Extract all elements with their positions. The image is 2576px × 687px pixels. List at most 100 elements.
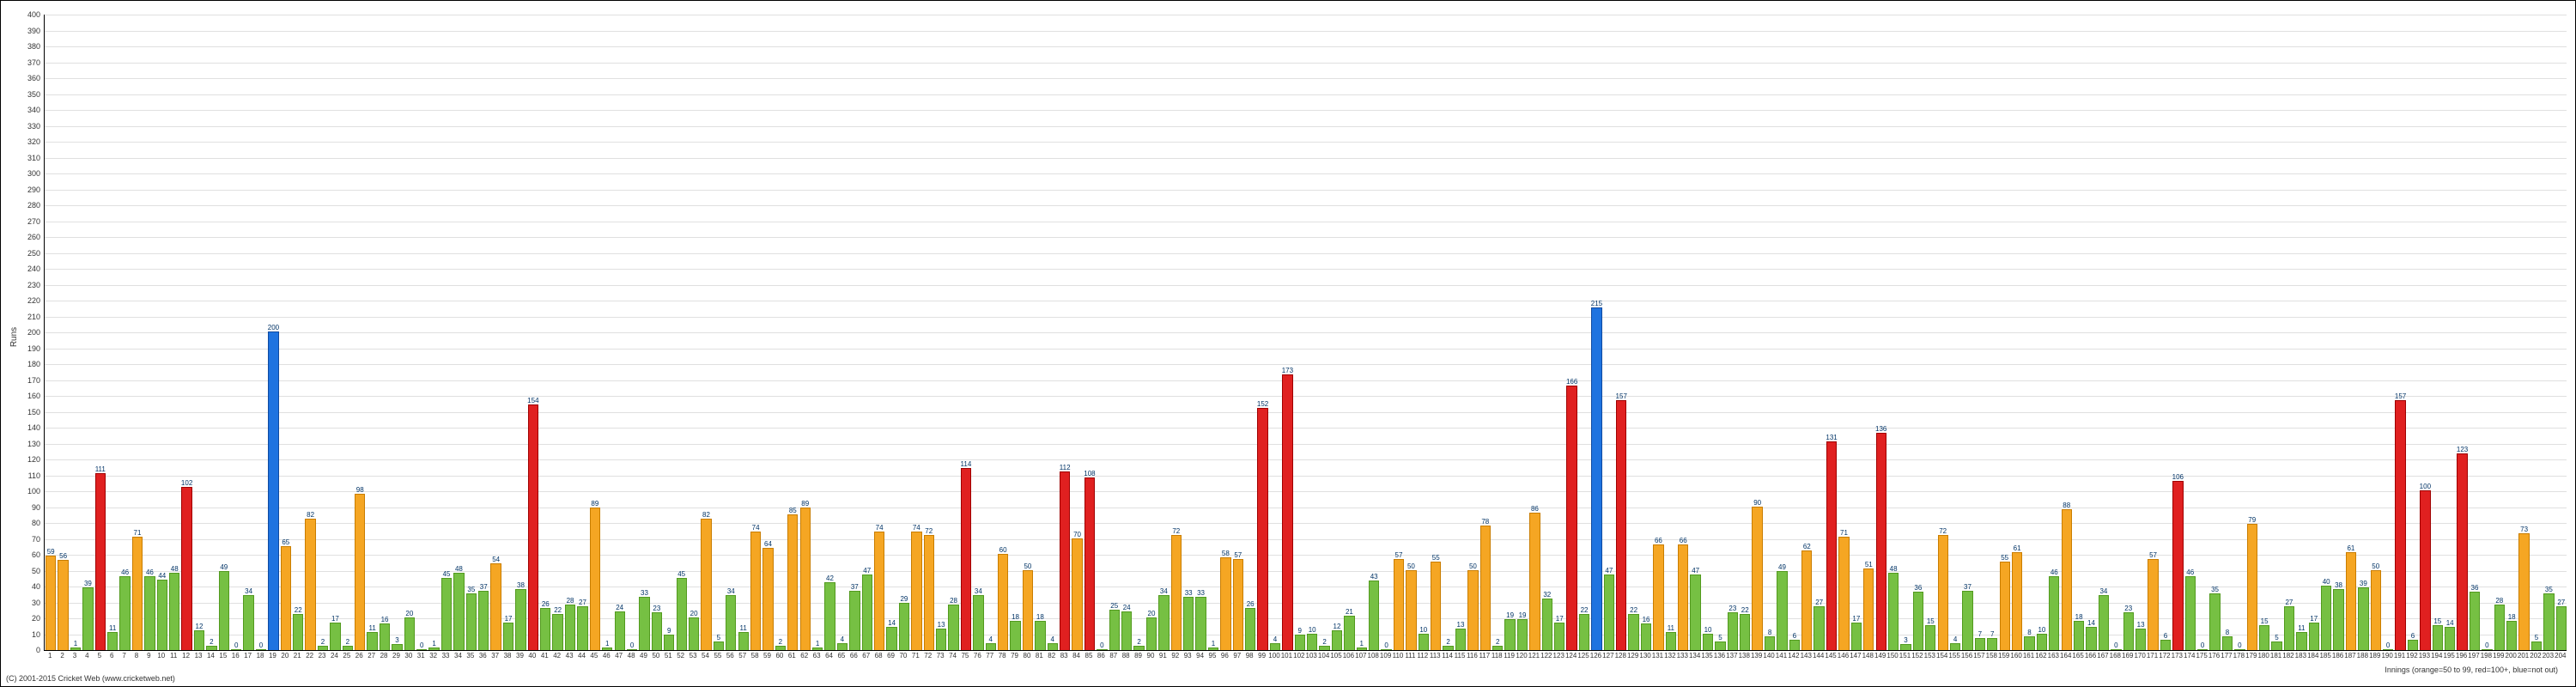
gridline bbox=[44, 285, 2567, 286]
xtick-label: 152 bbox=[1911, 652, 1923, 660]
xtick-label: 83 bbox=[1060, 652, 1068, 660]
bar: 17 bbox=[503, 623, 513, 650]
xtick-label: 13 bbox=[195, 652, 203, 660]
ytick-label: 120 bbox=[27, 455, 40, 464]
bar-value-label: 35 bbox=[2211, 586, 2219, 593]
bar-value-label: 11 bbox=[740, 624, 747, 632]
bar: 65 bbox=[281, 546, 291, 650]
bar: 72 bbox=[1938, 535, 1948, 650]
bar-value-label: 3 bbox=[1904, 636, 1907, 644]
xtick-label: 120 bbox=[1516, 652, 1527, 660]
bar-value-label: 10 bbox=[1704, 626, 1712, 634]
bar: 112 bbox=[1060, 471, 1070, 650]
xtick-label: 21 bbox=[294, 652, 301, 660]
ytick-label: 390 bbox=[27, 27, 40, 35]
bar: 18 bbox=[2074, 621, 2084, 650]
xtick-label: 182 bbox=[2282, 652, 2293, 660]
bar: 26 bbox=[540, 608, 550, 650]
bar-value-label: 38 bbox=[2335, 581, 2342, 589]
bar-value-label: 17 bbox=[331, 615, 339, 623]
xtick-label: 57 bbox=[738, 652, 746, 660]
xtick-label: 169 bbox=[2122, 652, 2133, 660]
bar-value-label: 74 bbox=[876, 524, 884, 532]
bar-value-label: 27 bbox=[2285, 599, 2293, 606]
bar-value-label: 50 bbox=[1024, 562, 1031, 570]
bar: 111 bbox=[95, 473, 106, 650]
bar: 43 bbox=[1369, 581, 1379, 650]
bar-value-label: 18 bbox=[1012, 613, 1019, 621]
bar-value-label: 14 bbox=[2087, 619, 2095, 627]
xtick-label: 43 bbox=[566, 652, 574, 660]
xtick-label: 112 bbox=[1417, 652, 1428, 660]
bar-value-label: 0 bbox=[1384, 641, 1388, 649]
xtick-label: 37 bbox=[491, 652, 499, 660]
bar-value-label: 34 bbox=[245, 587, 252, 595]
bar: 10 bbox=[1703, 634, 1713, 651]
bar: 34 bbox=[243, 595, 253, 650]
xtick-label: 108 bbox=[1368, 652, 1379, 660]
bar: 14 bbox=[886, 627, 896, 650]
bar-value-label: 11 bbox=[1668, 624, 1674, 632]
xtick-label: 179 bbox=[2245, 652, 2257, 660]
xtick-label: 38 bbox=[504, 652, 512, 660]
xtick-label: 52 bbox=[677, 652, 684, 660]
xtick-label: 143 bbox=[1801, 652, 1812, 660]
ytick-label: 240 bbox=[27, 264, 40, 273]
xtick-label: 200 bbox=[2506, 652, 2517, 660]
bar: 49 bbox=[1777, 571, 1787, 650]
bar: 200 bbox=[268, 331, 278, 650]
bar: 5 bbox=[714, 641, 724, 650]
xtick-label: 92 bbox=[1171, 652, 1179, 660]
bar-value-label: 78 bbox=[1481, 518, 1489, 526]
xtick-label: 29 bbox=[392, 652, 400, 660]
bar-value-label: 157 bbox=[2395, 392, 2406, 400]
bar-value-label: 74 bbox=[752, 524, 760, 532]
bar-value-label: 2 bbox=[346, 638, 349, 646]
xtick-label: 82 bbox=[1048, 652, 1055, 660]
bar: 26 bbox=[1245, 608, 1255, 650]
bar: 47 bbox=[862, 575, 872, 650]
xtick-label: 44 bbox=[578, 652, 586, 660]
bar-value-label: 0 bbox=[1100, 641, 1103, 649]
bar: 136 bbox=[1876, 433, 1886, 650]
gridline bbox=[44, 78, 2567, 79]
xtick-label: 18 bbox=[257, 652, 264, 660]
bar: 19 bbox=[1504, 619, 1515, 650]
xtick-label: 150 bbox=[1886, 652, 1898, 660]
bar-value-label: 59 bbox=[47, 548, 55, 556]
ytick-label: 340 bbox=[27, 106, 40, 114]
bar-value-label: 85 bbox=[789, 507, 797, 514]
bar-value-label: 24 bbox=[1123, 604, 1131, 611]
bar-value-label: 21 bbox=[1346, 608, 1353, 616]
xtick-label: 141 bbox=[1776, 652, 1787, 660]
bar-value-label: 4 bbox=[1953, 635, 1957, 643]
ytick-label: 350 bbox=[27, 90, 40, 99]
bar: 34 bbox=[973, 595, 983, 650]
xtick-label: 81 bbox=[1036, 652, 1043, 660]
bar: 100 bbox=[2420, 490, 2430, 650]
bar-value-label: 28 bbox=[567, 597, 574, 605]
bar: 166 bbox=[1566, 386, 1577, 650]
bar-value-label: 47 bbox=[863, 567, 871, 575]
xtick-label: 118 bbox=[1492, 652, 1503, 660]
gridline bbox=[44, 380, 2567, 381]
xtick-label: 181 bbox=[2270, 652, 2281, 660]
bar-value-label: 34 bbox=[2099, 587, 2107, 595]
bar-value-label: 0 bbox=[2386, 641, 2390, 649]
xtick-label: 102 bbox=[1293, 652, 1304, 660]
bar: 59 bbox=[46, 556, 56, 650]
xtick-label: 110 bbox=[1393, 652, 1404, 660]
bar: 50 bbox=[1467, 570, 1478, 651]
bar: 46 bbox=[2185, 576, 2196, 650]
xtick-label: 48 bbox=[628, 652, 635, 660]
xtick-label: 166 bbox=[2085, 652, 2096, 660]
bar-value-label: 11 bbox=[368, 624, 375, 632]
bar: 86 bbox=[1529, 513, 1540, 650]
xtick-label: 117 bbox=[1479, 652, 1490, 660]
gridline bbox=[44, 332, 2567, 333]
bar: 5 bbox=[2271, 641, 2281, 650]
bar-value-label: 2 bbox=[321, 638, 325, 646]
bar-value-label: 12 bbox=[196, 623, 204, 630]
xtick-label: 3 bbox=[73, 652, 76, 660]
xtick-label: 36 bbox=[479, 652, 487, 660]
